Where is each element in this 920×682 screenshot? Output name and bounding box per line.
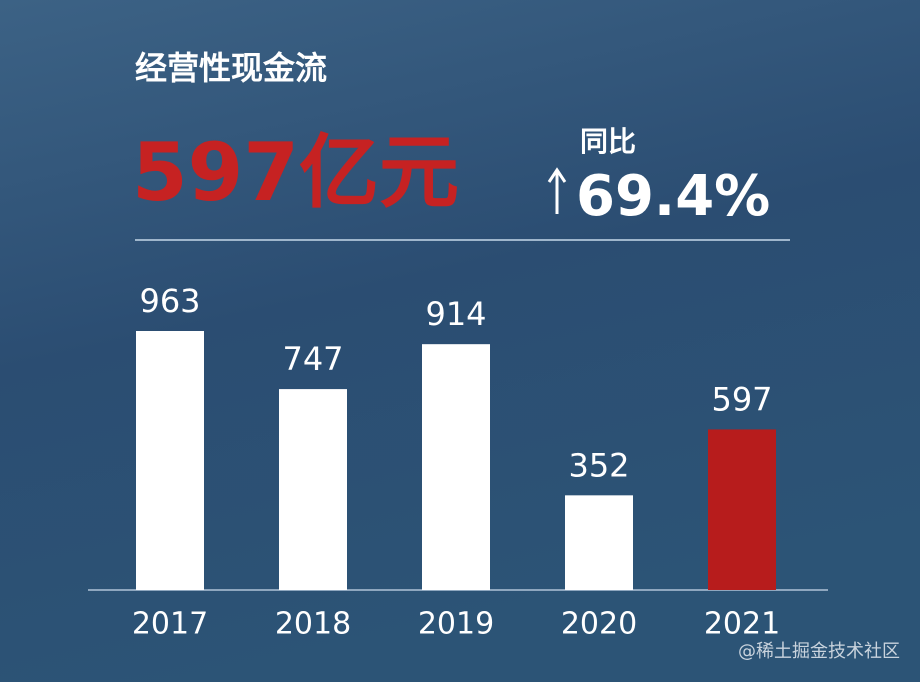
comparison-label: 同比 xyxy=(580,125,636,158)
up-arrow xyxy=(547,167,567,214)
x-tick-label: 2017 xyxy=(132,607,208,642)
bar xyxy=(422,344,490,590)
x-tick-label: 2018 xyxy=(275,607,351,642)
value-label: 963 xyxy=(139,282,200,320)
value-label: 597 xyxy=(711,380,772,418)
x-tick-label: 2020 xyxy=(561,607,637,642)
comparison-value: 69.4% xyxy=(576,164,770,229)
bar xyxy=(565,495,633,590)
value-label: 747 xyxy=(282,340,343,378)
value-label: 914 xyxy=(425,295,486,333)
bar xyxy=(136,331,204,590)
bar xyxy=(279,389,347,590)
x-tick-label: 2021 xyxy=(704,607,780,642)
bar xyxy=(708,429,776,590)
x-tick-label: 2019 xyxy=(418,607,494,642)
chart-title: 经营性现金流 xyxy=(135,49,327,87)
watermark: @稀土掘金技术社区 xyxy=(738,641,900,662)
value-label: 352 xyxy=(568,446,629,484)
headline: 597亿元 xyxy=(132,126,459,219)
